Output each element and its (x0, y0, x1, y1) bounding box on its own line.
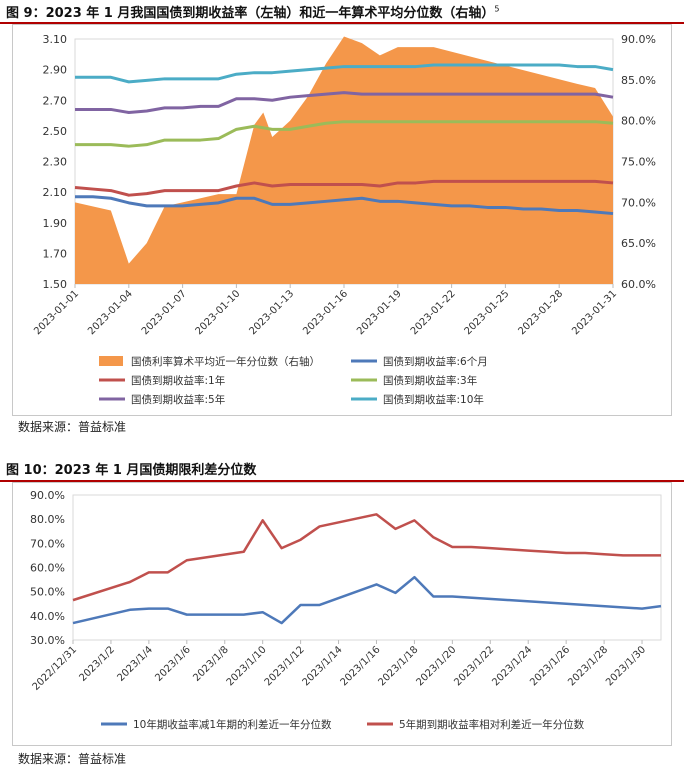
chart1-xtick-label: 2023-01-07 (140, 288, 189, 337)
chart2-xtick-label: 2023/1/22 (452, 644, 496, 688)
figure2-rule (0, 480, 684, 482)
figure2-source: 数据来源：普益标准 (18, 752, 127, 766)
chart1-series-line (75, 63, 614, 84)
chart2-frame: 90.0% 80.0% 70.0% 60.0% 50.0% 40.0% 30.0% 2022/… (12, 482, 672, 746)
chart1-legend-label: 国债到期收益率:10年 (383, 393, 484, 406)
chart2-xtick-label: 2023/1/18 (377, 644, 421, 688)
chart1-series-line (74, 179, 614, 197)
chart1-ytick-left: 1.50 (43, 278, 68, 291)
chart1-xtick-label: 2023-01-04 (86, 288, 135, 337)
chart1-area-percentile (75, 36, 613, 284)
chart2-ytick: 80.0% (30, 513, 65, 526)
chart1-svg: 3.10 2.90 2.70 2.50 2.30 2.10 1.90 1.70 1.50 90.0… (32, 33, 656, 406)
chart2-xtick-label: 2023/1/26 (528, 644, 572, 688)
chart2-ytick: 70.0% (30, 537, 65, 550)
chart1-legend-label: 国债到期收益率:3年 (383, 374, 477, 387)
figure1-title-text: 图 9：2023 年 1 月我国国债到期收益率（左轴）和近一年算术平均分位数（右… (6, 6, 495, 21)
chart1-ytick-right: 70.0% (621, 196, 656, 209)
chart1-ytick-left: 2.50 (43, 125, 68, 138)
chart1-xtick-label: 2023-01-28 (516, 288, 565, 337)
chart2-xtick-label: 2023/1/2 (78, 644, 118, 684)
chart1-ytick-right: 80.0% (621, 115, 656, 128)
chart2-xtick-label: 2023/1/10 (225, 644, 269, 688)
chart2-ytick: 50.0% (30, 586, 65, 599)
chart2-svg: 90.0% 80.0% 70.0% 60.0% 50.0% 40.0% 30.0%2022/… (30, 489, 662, 731)
chart1-frame: 3.10 2.90 2.70 2.50 2.30 2.10 1.90 1.70 1.50 90.0… (12, 24, 672, 416)
chart1-xtick-label: 2023-01-10 (194, 288, 243, 337)
figure2-title: 图 10：2023 年 1 月国债期限利差分位数 (6, 463, 257, 478)
chart2-legend-label: 5年期到期收益率相对利差近一年分位数 (399, 718, 585, 731)
chart1-ytick-right: 75.0% (621, 156, 656, 169)
chart2-series-line (72, 575, 662, 625)
figure1-title: 图 9：2023 年 1 月我国国债到期收益率（左轴）和近一年算术平均分位数（右… (6, 2, 499, 21)
chart2-xtick-label: 2023/1/16 (339, 644, 383, 688)
chart1-xtick-label: 2023-01-16 (301, 288, 350, 337)
chart2-xtick-label: 2023/1/28 (566, 644, 610, 688)
chart1-ytick-left: 2.90 (43, 64, 68, 77)
chart2-xtick-label: 2023/1/8 (191, 644, 231, 684)
chart1-xtick-label: 2023-01-22 (409, 288, 458, 337)
chart1-ytick-right: 85.0% (621, 74, 656, 87)
chart1-legend-label: 国债到期收益率:5年 (131, 393, 225, 406)
chart2-legend-label: 10年期收益率减1年期的利差近一年分位数 (133, 718, 332, 731)
chart1-ytick-left: 2.30 (43, 156, 68, 169)
chart1-ytick-right: 90.0% (621, 33, 656, 46)
chart2-series-line (72, 513, 661, 602)
chart1-series-line (75, 120, 614, 148)
chart2-xtick-label: 2023/1/24 (490, 644, 534, 688)
figure1-source: 数据来源：普益标准 (18, 420, 127, 434)
chart1-ytick-right: 65.0% (621, 237, 656, 250)
chart2-plot-area (72, 494, 662, 641)
chart2-xtick-label: 2023/1/12 (263, 644, 307, 688)
chart1-xtick-label: 2023-01-01 (32, 288, 81, 337)
chart1-ytick-left: 1.70 (43, 247, 68, 260)
chart2-xtick-label: 2023/1/20 (414, 644, 458, 688)
chart1-ytick-left: 3.10 (43, 33, 68, 46)
chart1-legend-label: 国债到期收益率:6个月 (383, 355, 488, 368)
chart1-series-line (75, 91, 614, 114)
chart1-ytick-left: 2.10 (43, 186, 68, 199)
chart1-xtick-label: 2023-01-31 (570, 288, 619, 337)
chart1-xtick-label: 2023-01-13 (247, 288, 296, 337)
chart2-ytick: 60.0% (30, 562, 65, 575)
chart2-xtick-label: 2023/1/30 (604, 644, 648, 688)
chart2-ytick: 40.0% (30, 610, 65, 623)
chart1-legend-label: 国债利率算术平均近一年分位数（右轴） (131, 355, 320, 368)
chart1-legend-swatch (99, 356, 123, 366)
chart2-xtick-label: 2023/1/6 (153, 644, 193, 684)
chart1-xtick-label: 2023-01-19 (355, 288, 404, 337)
chart2-xtick-label: 2022/12/31 (31, 644, 80, 693)
chart2-ytick: 30.0% (30, 634, 65, 647)
figure1-rule (0, 22, 684, 24)
chart1-ytick-left: 2.70 (43, 94, 68, 107)
chart2-ytick: 90.0% (30, 489, 65, 502)
chart1-ytick-left: 1.90 (43, 217, 68, 230)
chart1-legend-label: 国债到期收益率:1年 (131, 374, 225, 387)
chart2-xtick-label: 2023/1/14 (301, 644, 345, 688)
chart1-ytick-right: 60.0% (621, 278, 656, 291)
chart1-series-line (75, 195, 614, 216)
chart1-xtick-label: 2023-01-25 (463, 288, 512, 337)
chart2-xtick-label: 2023/1/4 (115, 644, 155, 684)
figure1-note: 5 (494, 4, 500, 14)
